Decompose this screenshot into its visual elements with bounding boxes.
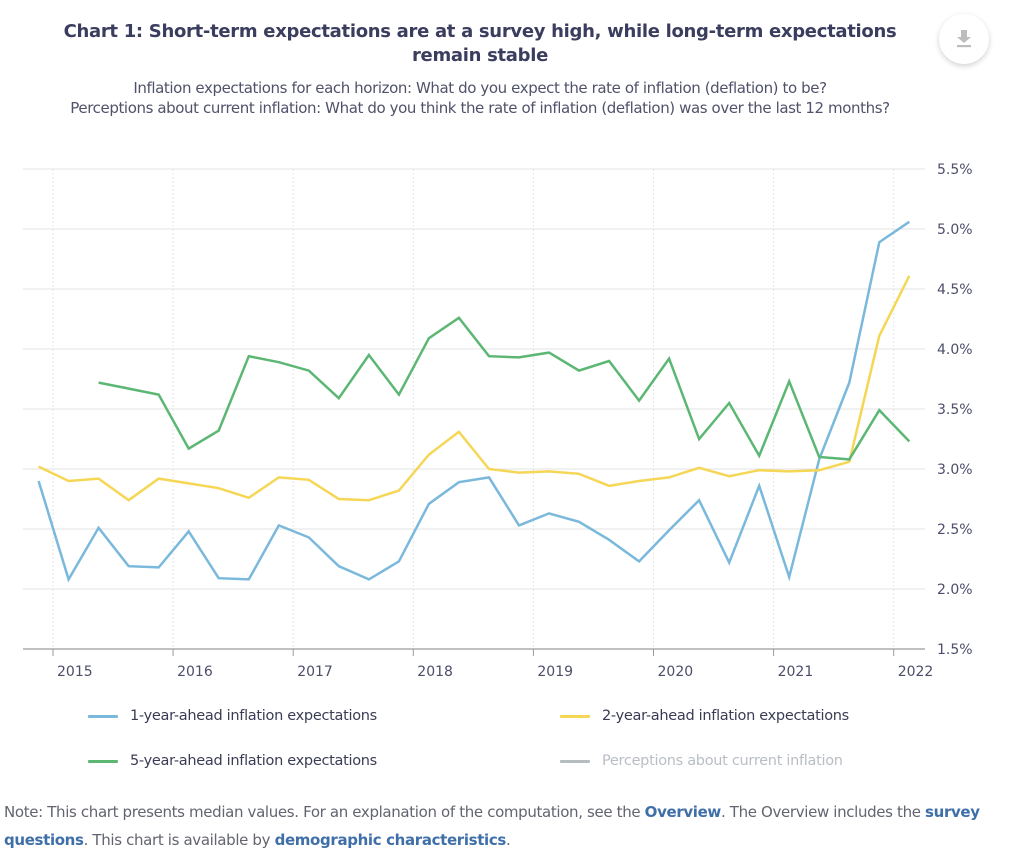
demographic-characteristics-link[interactable]: demographic characteristics xyxy=(274,831,507,849)
note-text: . xyxy=(505,831,511,849)
legend-swatch xyxy=(88,759,118,763)
x-tick-label: 2017 xyxy=(297,664,333,680)
legend-item-1yr[interactable]: 1-year-ahead inflation expectations xyxy=(88,708,377,724)
note-text: . This chart is available by xyxy=(83,831,275,849)
series-5yr-line xyxy=(98,316,911,461)
overview-link[interactable]: Overview xyxy=(644,803,722,821)
x-tick-label: 2021 xyxy=(778,664,814,680)
note-text: Note: This chart presents median values.… xyxy=(4,803,645,821)
y-tick-label: 5.0% xyxy=(937,222,973,238)
x-tick-label: 2015 xyxy=(57,664,93,680)
download-icon xyxy=(957,30,971,48)
y-axis-labels: 1.5% 2.0% 2.5% 3.0% 3.5% 4.0% 4.5% 5.0% 5.5% xyxy=(937,162,973,658)
legend-item-2yr[interactable]: 2-year-ahead inflation expectations xyxy=(560,708,849,724)
series-1yr-line xyxy=(37,220,911,583)
horizontal-gridlines xyxy=(23,168,925,590)
subtitle-line-1: Inflation expectations for each horizon:… xyxy=(133,79,827,97)
series-2yr-line xyxy=(38,275,911,502)
x-axis xyxy=(23,648,925,656)
y-tick-label: 1.5% xyxy=(937,642,973,658)
y-tick-label: 4.0% xyxy=(937,342,973,358)
legend-label: Perceptions about current inflation xyxy=(602,753,843,769)
legend-label: 2-year-ahead inflation expectations xyxy=(602,708,849,724)
x-tick-label: 2019 xyxy=(537,664,573,680)
series-path xyxy=(38,275,911,502)
x-tick-label: 2018 xyxy=(417,664,453,680)
x-tick-label: 2016 xyxy=(177,664,213,680)
y-tick-label: 3.5% xyxy=(937,402,973,418)
series-path xyxy=(98,316,911,461)
chart-subtitle: Inflation expectations for each horizon:… xyxy=(40,78,920,118)
legend-swatch xyxy=(560,714,590,718)
y-tick-label: 4.5% xyxy=(937,282,973,298)
y-tick-label: 2.5% xyxy=(937,522,973,538)
legend-label: 5-year-ahead inflation expectations xyxy=(130,753,377,769)
series-lines xyxy=(37,220,911,583)
y-tick-label: 2.0% xyxy=(937,582,973,598)
legend-swatch xyxy=(560,759,590,763)
chart-title: Chart 1: Short-term expectations are at … xyxy=(63,21,897,66)
x-axis-labels: 2015 2016 2017 2018 2019 2020 2021 2022 xyxy=(57,664,933,680)
x-tick-label: 2022 xyxy=(898,664,934,680)
legend-label: 1-year-ahead inflation expectations xyxy=(130,708,377,724)
chart-note: Note: This chart presents median values.… xyxy=(4,798,1014,854)
y-tick-label: 5.5% xyxy=(937,162,973,178)
y-tick-label: 3.0% xyxy=(937,462,973,478)
line-chart: 1.5% 2.0% 2.5% 3.0% 3.5% 4.0% 4.5% 5.0% 5.5% 201… xyxy=(23,162,973,680)
note-text: . The Overview includes the xyxy=(720,803,926,821)
series-path xyxy=(37,220,911,583)
survey-questions-link[interactable]: survey questions xyxy=(4,803,980,849)
legend-swatch xyxy=(88,714,118,718)
download-button[interactable] xyxy=(939,14,989,64)
vertical-gridlines xyxy=(52,169,895,649)
legend-item-perceptions[interactable]: Perceptions about current inflation xyxy=(560,753,843,769)
x-tick-label: 2020 xyxy=(658,664,694,680)
legend-item-5yr[interactable]: 5-year-ahead inflation expectations xyxy=(88,753,377,769)
subtitle-line-2: Perceptions about current inflation: Wha… xyxy=(70,99,890,117)
